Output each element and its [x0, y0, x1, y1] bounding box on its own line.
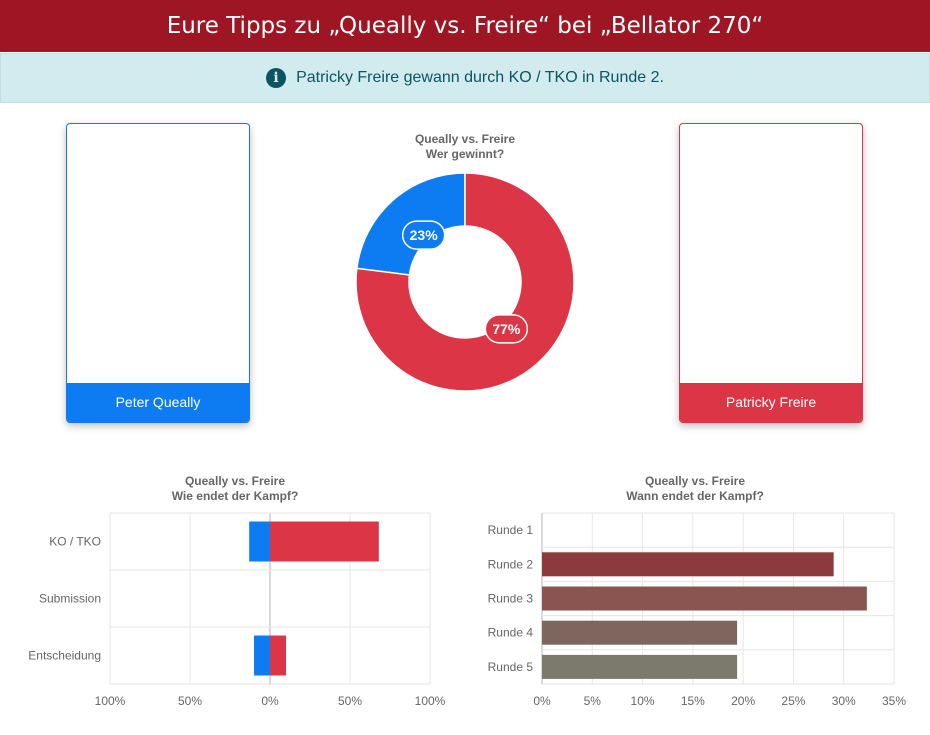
bar-queally: [254, 635, 270, 676]
chart-title: Queally vs. Freire: [415, 132, 515, 146]
chart-title: Queally vs. Freire: [185, 474, 285, 488]
category-label: KO / TKO: [49, 535, 101, 549]
x-tick-label: 30%: [832, 694, 856, 708]
category-label: Runde 3: [488, 592, 534, 606]
chart-title: Queally vs. Freire: [645, 474, 745, 488]
x-tick-label: 0%: [261, 694, 279, 708]
donut-data-label-0: 23%: [410, 227, 439, 243]
fighter-photo-placeholder: [67, 124, 249, 384]
category-label: Runde 2: [488, 557, 534, 571]
x-tick-label: 15%: [681, 694, 705, 708]
method-diverging-bar-chart: Queally vs. Freire Wie endet der Kampf? …: [28, 474, 446, 708]
x-tick-label: 0%: [533, 694, 551, 708]
bar-round: [542, 620, 738, 645]
bar-round: [542, 586, 867, 611]
winner-donut-chart: Queally vs. Freire Wer gewinnt? 23% 77%: [355, 132, 575, 392]
chart-subtitle: Wie endet der Kampf?: [172, 489, 299, 503]
result-alert: i Patricky Freire gewann durch KO / TKO …: [0, 53, 930, 103]
donut-label-badge-0: [401, 220, 446, 250]
category-label: Runde 5: [488, 660, 534, 674]
x-tick-label: 50%: [178, 694, 202, 708]
category-label: Runde 1: [488, 523, 534, 537]
result-text: Patricky Freire gewann durch KO / TKO in…: [296, 69, 664, 86]
fighter-name-queally: Peter Queally: [67, 383, 249, 422]
page-header: Eure Tipps zu „Queally vs. Freire“ bei „…: [0, 0, 930, 52]
chart-subtitle: Wer gewinnt?: [426, 147, 504, 161]
x-tick-label: 10%: [631, 694, 655, 708]
bar-queally: [249, 521, 270, 562]
category-label: Submission: [39, 592, 101, 606]
fighter-photo-placeholder: [680, 124, 862, 384]
x-tick-label: 50%: [338, 694, 362, 708]
round-bar-chart: Queally vs. Freire Wann endet der Kampf?…: [488, 474, 907, 708]
x-tick-label: 100%: [95, 694, 126, 708]
donut-data-label-1: 77%: [492, 321, 521, 337]
x-tick-label: 35%: [882, 694, 906, 708]
fighter-name-freire: Patricky Freire: [680, 383, 862, 422]
x-tick-label: 5%: [584, 694, 602, 708]
page-title: Eure Tipps zu „Queally vs. Freire“ bei „…: [166, 13, 764, 39]
x-tick-label: 20%: [731, 694, 755, 708]
fighter-card-freire[interactable]: Patricky Freire: [679, 123, 863, 423]
category-label: Entscheidung: [28, 649, 101, 663]
bar-freire: [270, 635, 286, 676]
fighter-card-queally[interactable]: Peter Queally: [66, 123, 250, 423]
bar-round: [542, 552, 834, 577]
donut-label-badge-1: [484, 314, 529, 344]
bar-freire: [270, 521, 379, 562]
bar-round: [542, 654, 738, 679]
info-circle-icon: i: [266, 68, 287, 88]
x-tick-label: 25%: [781, 694, 805, 708]
x-tick-label: 100%: [415, 694, 446, 708]
category-label: Runde 4: [488, 626, 534, 640]
chart-subtitle: Wann endet der Kampf?: [626, 489, 764, 503]
